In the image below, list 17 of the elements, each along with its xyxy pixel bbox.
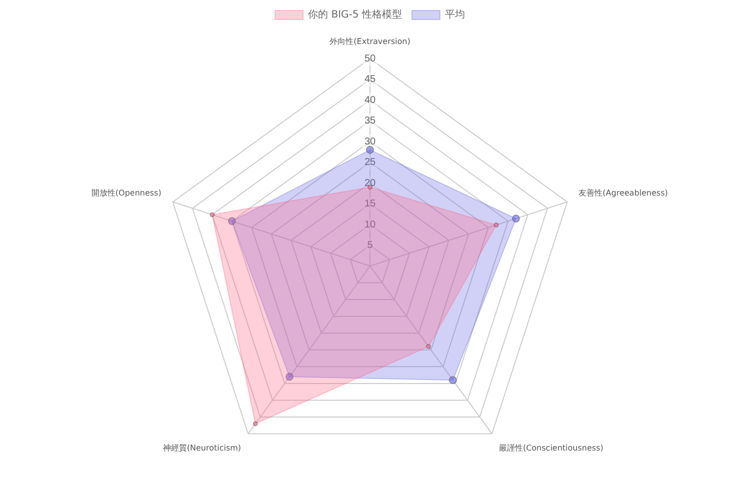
legend-label: 平均 — [444, 8, 465, 21]
y-tick-label: 35 — [364, 116, 376, 127]
y-tick-label: 25 — [364, 157, 376, 168]
y-tick-label: 20 — [364, 178, 376, 189]
y-tick-label: 5 — [367, 240, 374, 252]
y-tick-label: 30 — [364, 136, 376, 148]
y-tick-label: 50 — [364, 53, 376, 64]
spoke-label: 外向性(Extraversion) — [330, 36, 410, 46]
spoke-label: 友善性(Agreeableness) — [578, 188, 668, 198]
y-tick-label: 15 — [364, 198, 376, 210]
spoke-label: 嚴謹性(Conscientiousness) — [498, 443, 604, 452]
y-tick-label: 45 — [364, 74, 376, 86]
spoke-label: 開放性(Openness) — [91, 188, 162, 198]
legend-label: 你的 BIG-5 性格模型 — [308, 8, 402, 21]
y-tick-label: 40 — [364, 94, 376, 106]
y-tick-label: 10 — [364, 219, 376, 230]
spoke-label: 神經質(Neuroticism) — [162, 443, 242, 452]
